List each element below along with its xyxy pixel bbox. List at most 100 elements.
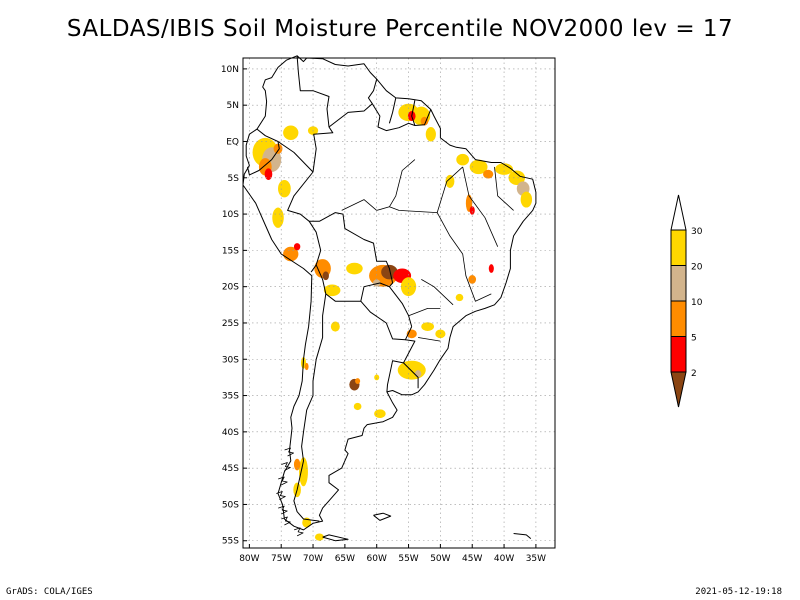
lat-tick-label: 45S [222,464,239,474]
coastline [242,55,537,531]
moisture-patch [508,170,526,186]
island-outline [322,534,349,542]
state-border [436,166,463,213]
moisture-patch [299,457,308,487]
fjord-outline [278,505,288,515]
state-border [418,337,441,342]
lon-tick-label: 60W [367,554,387,564]
state-border [341,199,377,211]
island-outline [373,512,392,521]
lat-tick-label: EQ [226,137,239,147]
moisture-patch [293,243,301,251]
country-border [411,100,416,126]
lat-tick-label: 5N [227,101,239,111]
graticule [243,58,555,548]
moisture-patch [469,206,475,215]
lat-tick-label: 20S [222,283,239,293]
moisture-patch [397,360,426,380]
lat-tick-label: 10N [221,65,239,75]
footer-credit: GrADS: COLA/IGES [6,587,93,597]
fjord-outline [284,447,294,457]
legend-swatch [670,300,687,337]
legend-arrow-top [670,194,687,231]
country-border [277,141,322,273]
moisture-patch [264,168,273,180]
country-border [293,293,327,522]
moisture-patch [346,262,363,275]
fjord-outline [276,491,286,500]
legend-arrow-bottom [670,371,687,408]
legend-swatch [670,229,687,266]
moisture-patch [293,458,301,471]
moisture-patch [283,125,299,141]
moisture-patch [322,271,329,281]
country-border [360,300,413,341]
moisture-patch [445,174,455,188]
country-border [389,286,413,327]
lon-tick-label: 40W [494,554,514,564]
legend-label: 30 [691,227,703,237]
lon-tick-label: 45W [462,554,482,564]
moisture-patch [414,370,422,378]
lat-tick-label: 25S [222,319,239,329]
plot-frame [242,57,556,549]
moisture-patch [353,402,362,411]
legend-label: 20 [691,263,703,273]
moisture-patch [425,126,436,142]
lat-tick-label: 30S [222,355,239,365]
legend-swatch [670,265,687,302]
moisture-patch [330,321,340,332]
country-border [247,128,280,176]
fjord-outline [281,462,291,471]
color-legend: 30 20 10 5 2 [670,194,703,408]
footer-timestamp: 2021-05-12-19:18 [695,587,782,597]
lon-tick-label: 65W [335,554,355,564]
state-border [462,253,492,302]
moisture-patch [495,163,513,175]
country-border [296,55,334,173]
country-border [386,339,416,392]
country-border [388,97,397,124]
moisture-patch [455,293,464,302]
anomaly-patches [252,103,533,541]
country-border [315,264,390,302]
lon-tick-label: 80W [239,554,259,564]
legend-swatch [670,336,687,373]
fjord-outline [281,516,291,526]
country-border [371,103,432,132]
island-outline [513,533,532,539]
moisture-patch [272,207,284,228]
moisture-patch [355,378,361,384]
moisture-patch [400,277,417,297]
lat-tick-label: 10S [222,210,239,220]
moisture-patch [273,143,283,154]
moisture-patch [421,322,435,331]
legend-label: 5 [691,334,697,344]
fjord-outline [293,527,304,537]
moisture-patch [304,362,309,371]
lat-tick-label: 40S [222,428,239,438]
legend-label: 2 [691,369,697,379]
legend-label: 10 [691,298,703,308]
fjord-outline [278,476,288,486]
lon-tick-label: 55W [398,554,418,564]
state-border [408,308,441,317]
state-border [376,206,464,255]
state-border [389,159,416,208]
moisture-patch [374,374,380,381]
state-border [494,166,514,211]
map-title: SALDAS/IBIS Soil Moisture Percentile NOV… [66,16,734,42]
moisture-patch [374,409,386,419]
moisture-patch [323,284,341,297]
lon-tick-label: 35W [526,554,546,564]
country-border [403,362,419,389]
moisture-patch [456,153,470,166]
lon-tick-label: 75W [271,554,291,564]
country-border [309,212,394,288]
moisture-patch [469,159,488,175]
moisture-patch [488,264,494,273]
moisture-patch [483,169,494,179]
lat-tick-label: 15S [222,246,239,256]
moisture-patch [278,179,291,198]
